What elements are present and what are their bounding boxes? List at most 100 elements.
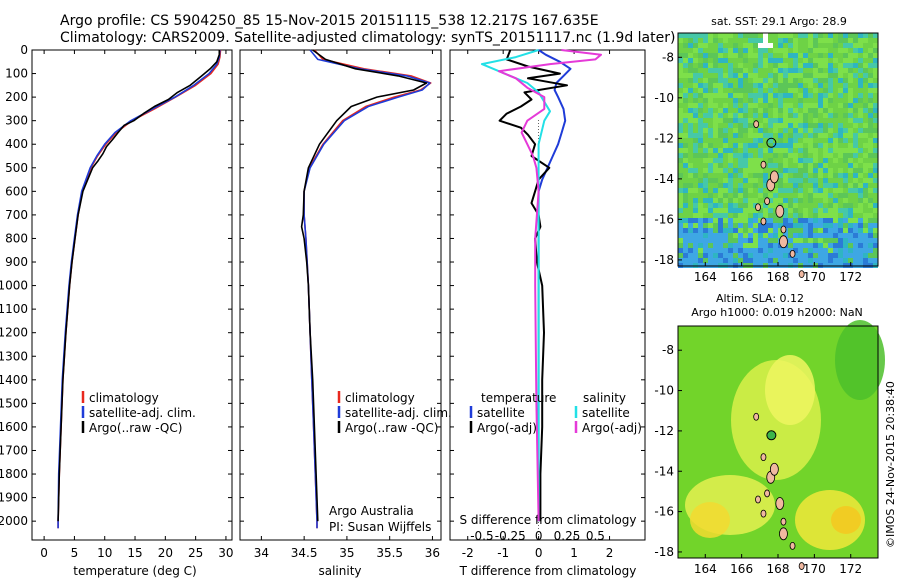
sst-cell — [698, 123, 703, 128]
sst-cell — [793, 83, 798, 88]
sst-cell — [833, 33, 838, 38]
sst-cell — [833, 188, 838, 193]
legend-argo-label: Argo(..raw -QC) — [89, 421, 182, 435]
sst-cell — [858, 243, 863, 248]
sst-cell — [718, 243, 723, 248]
x-tick-label-sal: -0.5 — [470, 529, 493, 543]
sst-cell — [813, 63, 818, 68]
sst-cell — [768, 108, 773, 113]
sst-cell — [708, 218, 713, 223]
sst-cell — [833, 183, 838, 188]
sst-cell — [768, 123, 773, 128]
sst-cell — [788, 258, 793, 263]
sst-cell — [848, 253, 853, 258]
sst-cell — [738, 53, 743, 58]
map-x-tick-label: 170 — [803, 270, 826, 284]
sst-cell — [748, 143, 753, 148]
sst-cell — [858, 123, 863, 128]
sst-cell — [703, 143, 708, 148]
sst-cell — [728, 123, 733, 128]
sst-cell — [708, 78, 713, 83]
sst-cell — [863, 243, 868, 248]
sst-cell — [758, 128, 763, 133]
sst-cell — [858, 203, 863, 208]
sst-cell — [693, 183, 698, 188]
sst-cell — [753, 48, 758, 53]
sst-cell — [713, 188, 718, 193]
sst-cell — [743, 113, 748, 118]
sst-cell — [848, 258, 853, 263]
sst-cell — [768, 133, 773, 138]
sst-cell — [863, 88, 868, 93]
sst-cell — [738, 88, 743, 93]
sst-cell — [868, 113, 873, 118]
sst-cell — [833, 118, 838, 123]
sst-cell — [788, 168, 793, 173]
sst-cell — [723, 73, 728, 78]
sst-cell — [803, 53, 808, 58]
sst-cell — [713, 113, 718, 118]
sst-cell — [738, 223, 743, 228]
sst-cell — [788, 238, 793, 243]
sst-cell — [848, 173, 853, 178]
sst-cell — [758, 213, 763, 218]
sst-cell — [718, 68, 723, 73]
sst-cell — [678, 183, 683, 188]
sst-cell — [703, 223, 708, 228]
sst-cell — [778, 118, 783, 123]
sst-cell — [718, 188, 723, 193]
sst-cell — [798, 158, 803, 163]
sst-cell — [733, 103, 738, 108]
sst-cell — [793, 128, 798, 133]
sst-cell — [698, 133, 703, 138]
sst-cell — [698, 98, 703, 103]
sst-cell — [818, 188, 823, 193]
sst-cell — [858, 93, 863, 98]
sst-cell — [773, 98, 778, 103]
sst-cell — [793, 243, 798, 248]
sst-cell — [693, 118, 698, 123]
sst-cell — [733, 158, 738, 163]
sst-cell — [693, 68, 698, 73]
sst-cell — [848, 143, 853, 148]
sst-cell — [678, 38, 683, 43]
island — [780, 225, 787, 234]
sst-cell — [813, 98, 818, 103]
sst-cell — [758, 193, 763, 198]
sst-cell — [773, 183, 778, 188]
map-y-tick-label: -18 — [654, 253, 674, 267]
sst-cell — [868, 148, 873, 153]
island — [769, 462, 779, 476]
sst-cell — [723, 238, 728, 243]
sst-cell — [808, 233, 813, 238]
sst-cell — [768, 168, 773, 173]
sst-cell — [868, 63, 873, 68]
sst-cell — [723, 173, 728, 178]
sst-cell — [863, 188, 868, 193]
sst-cell — [793, 168, 798, 173]
sst-cell — [683, 58, 688, 63]
sst-cell — [818, 198, 823, 203]
sst-cell — [778, 38, 783, 43]
sst-cell — [798, 143, 803, 148]
sst-cell — [778, 178, 783, 183]
sst-cell — [823, 73, 828, 78]
sst-cell — [823, 58, 828, 63]
sst-cell — [823, 93, 828, 98]
sst-cell — [803, 108, 808, 113]
sst-cell — [768, 193, 773, 198]
sst-cell — [728, 223, 733, 228]
sst-cell — [853, 238, 858, 243]
legend-sal-sat-label: satellite — [582, 406, 630, 420]
map-x-tick-label: 168 — [767, 562, 790, 576]
sst-cell — [793, 43, 798, 48]
y-tick-label: 1000 — [0, 279, 28, 293]
sst-cell — [743, 78, 748, 83]
sst-cell — [828, 218, 833, 223]
sst-cell — [848, 123, 853, 128]
sst-cell — [733, 248, 738, 253]
sst-cell — [753, 163, 758, 168]
sst-cell — [798, 33, 803, 38]
sst-cell — [713, 63, 718, 68]
sst-cell — [798, 73, 803, 78]
